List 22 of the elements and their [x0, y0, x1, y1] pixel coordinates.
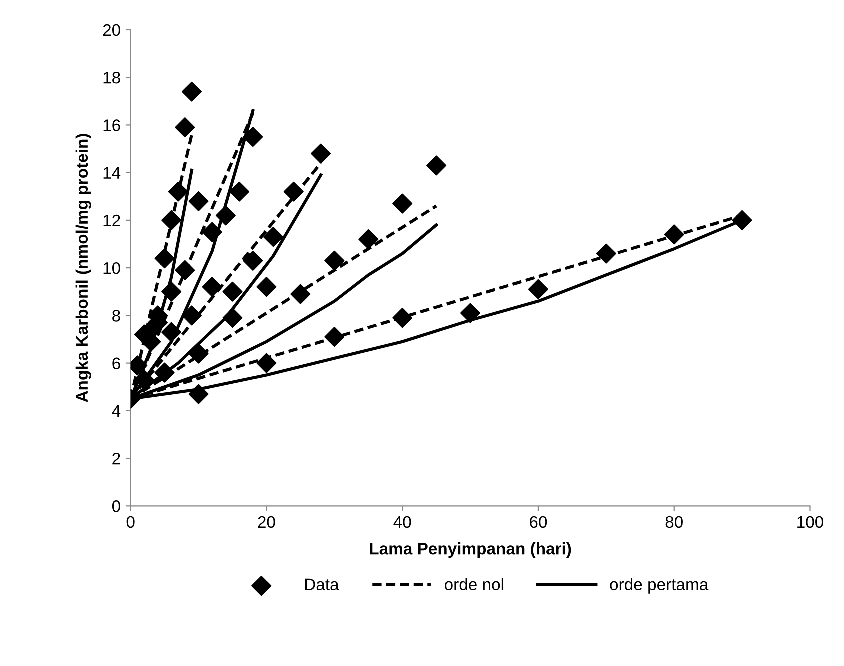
x-tick-label: 80	[666, 516, 683, 528]
legend-label: orde nol	[444, 578, 504, 591]
x-tick-label: 0	[126, 516, 135, 528]
y-tick-label: 4	[112, 405, 121, 417]
y-tick-label: 16	[104, 120, 120, 132]
x-tick-label: 40	[394, 516, 412, 528]
y-tick-label: 10	[104, 262, 120, 274]
x-axis-title: Lama Penyimpanan (hari)	[370, 542, 572, 558]
legend-label: orde pertama	[610, 578, 709, 594]
y-tick-label: 2	[112, 452, 120, 465]
y-tick-label: 0	[112, 500, 120, 512]
x-tick-label: 100	[798, 516, 824, 528]
y-tick-label: 18	[104, 72, 120, 84]
x-tick-label: 20	[258, 516, 276, 528]
y-tick-label: 8	[112, 310, 120, 322]
legend-label: Data	[305, 578, 340, 591]
x-tick-label: 60	[530, 516, 548, 528]
y-tick-label: 14	[104, 167, 121, 179]
y-tick-label: 12	[104, 214, 120, 226]
y-tick-label: 20	[103, 24, 120, 36]
y-tick-label: 6	[112, 358, 120, 370]
y-axis-title: Angka Karbonil (nmol/mg protein)	[76, 134, 92, 402]
